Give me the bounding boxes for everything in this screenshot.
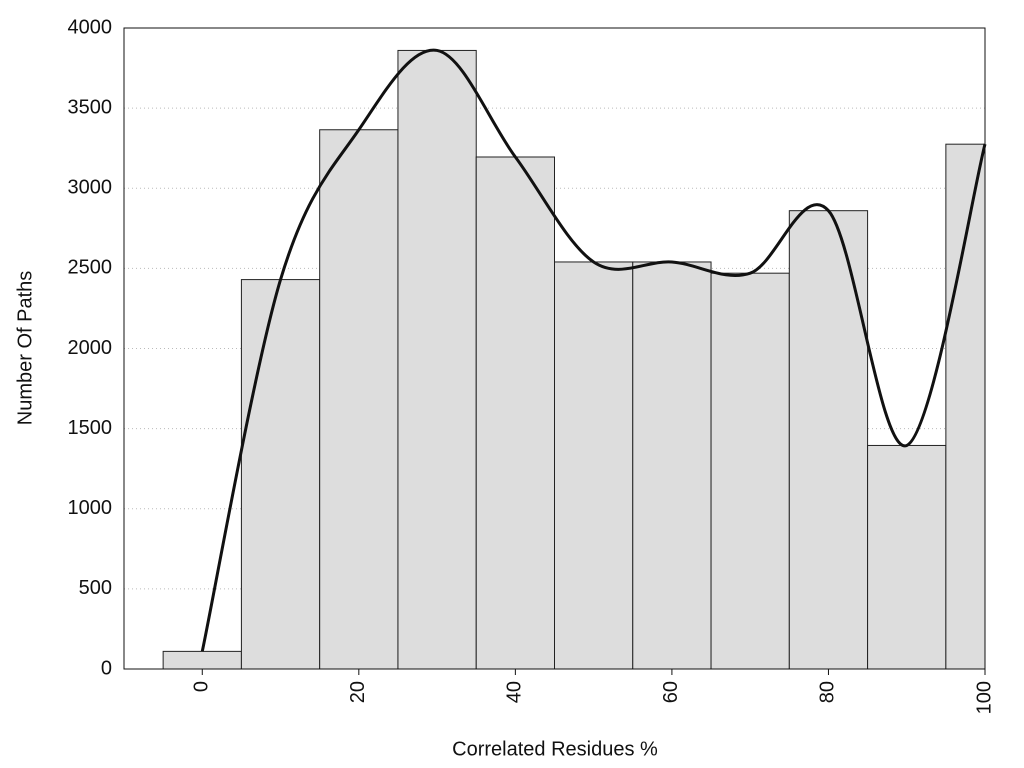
bar [788, 210, 869, 670]
bar [867, 444, 947, 670]
bar [319, 129, 399, 670]
y-axis-label: Number Of Paths [14, 271, 36, 426]
y-tick-label: 4000 [68, 16, 113, 38]
bar [632, 261, 712, 670]
density-curve [200, 48, 987, 652]
y-tick-label: 3500 [68, 96, 113, 118]
x-tick-label: 40 [504, 681, 526, 703]
y-tick-label: 0 [101, 657, 112, 679]
y-tick-label: 1000 [68, 497, 113, 519]
x-tick-label: 0 [191, 681, 213, 692]
y-tick-label: 1500 [68, 417, 113, 439]
x-tick-label: 20 [347, 681, 369, 703]
plot-frame [123, 27, 986, 670]
y-tick-label: 3000 [68, 177, 113, 199]
bar [945, 143, 986, 670]
bar [162, 650, 242, 670]
x-tick-label: 80 [817, 681, 839, 703]
y-tick-label: 2500 [68, 257, 113, 279]
x-axis-label: Correlated Residues % [452, 738, 658, 760]
bar [397, 49, 477, 670]
bar [240, 279, 321, 670]
bar [475, 156, 555, 670]
bar [710, 272, 790, 670]
y-tick-label: 2000 [68, 337, 113, 359]
x-tick-label: 60 [660, 681, 682, 703]
bar [554, 261, 634, 670]
x-tick-label: 100 [973, 681, 995, 714]
y-tick-label: 500 [79, 577, 112, 599]
